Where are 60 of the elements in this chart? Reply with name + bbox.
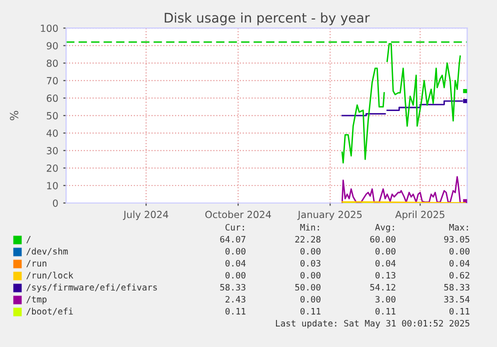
y-tick-label: 0 xyxy=(52,199,58,207)
text: 2.43 xyxy=(226,296,246,303)
text: 60.00 xyxy=(370,236,396,243)
legend-label: /run/lock xyxy=(26,272,74,280)
point xyxy=(463,88,468,94)
text: 64.07 xyxy=(220,236,246,243)
point xyxy=(463,199,468,203)
y-tick-label: 90 xyxy=(46,42,58,50)
text: 3.00 xyxy=(376,296,396,303)
text: 0.00 xyxy=(450,248,470,255)
text: 0.11 xyxy=(226,308,246,315)
chart-title: Disk usage in percent - by year xyxy=(164,12,370,26)
y-tick-label: 20 xyxy=(46,164,58,172)
text: Last update: Sat May 31 00:01:52 2025 xyxy=(276,320,470,328)
legend-label: /run xyxy=(26,260,46,268)
text: 0.11 xyxy=(450,308,470,315)
y-tick-label: 10 xyxy=(47,182,58,190)
text: 0.00 xyxy=(300,248,320,255)
text: 93.05 xyxy=(444,236,470,243)
text: Cur: xyxy=(226,224,244,231)
legend-label: /sys/firmware/efi/efivars xyxy=(26,284,157,292)
text: 0.00 xyxy=(300,272,320,279)
text: Avg: xyxy=(375,224,394,232)
text: 33.54 xyxy=(444,296,470,303)
text: 0.04 xyxy=(450,260,470,267)
legend-label: /boot/efi xyxy=(26,308,73,316)
legend-label: /dev/shm xyxy=(26,248,68,256)
text: 0.00 xyxy=(226,248,246,255)
text: 22.28 xyxy=(295,236,320,243)
text: 50.00 xyxy=(295,284,320,291)
y-tick-label: 100 xyxy=(40,24,58,32)
text: 58.33 xyxy=(444,284,470,291)
text: Min: xyxy=(300,224,319,230)
text: Max: xyxy=(449,224,468,231)
text: 0.13 xyxy=(376,272,396,279)
x-tick-label: July 2024 xyxy=(122,210,168,220)
y-tick-label: 80 xyxy=(46,60,58,67)
text: 0.04 xyxy=(376,260,396,267)
point xyxy=(463,98,468,104)
y-tick-label: 70 xyxy=(46,77,58,84)
text: 58.33 xyxy=(220,284,246,291)
x-tick-label: January 2025 xyxy=(297,210,362,220)
text: 0.04 xyxy=(226,260,246,267)
y-tick-label: 60 xyxy=(46,94,58,102)
y-tick-label: 30 xyxy=(46,147,58,154)
x-tick-label: October 2024 xyxy=(205,210,271,218)
legend-label: / xyxy=(26,236,31,244)
text: 54.12 xyxy=(370,284,396,291)
text: 0.11 xyxy=(376,308,396,315)
x-tick-label: April 2025 xyxy=(395,210,444,220)
legend-label: /tmp xyxy=(26,296,47,304)
y-tick-label: 40 xyxy=(46,130,58,137)
text: 0.00 xyxy=(300,296,320,303)
text: 0.00 xyxy=(226,272,246,279)
y-axis-title: % xyxy=(10,110,18,120)
text: 0.11 xyxy=(300,308,320,315)
text: 0.00 xyxy=(376,248,396,255)
text: 0.03 xyxy=(300,260,320,267)
text: 0.62 xyxy=(450,272,470,279)
y-tick-label: 50 xyxy=(46,112,58,120)
